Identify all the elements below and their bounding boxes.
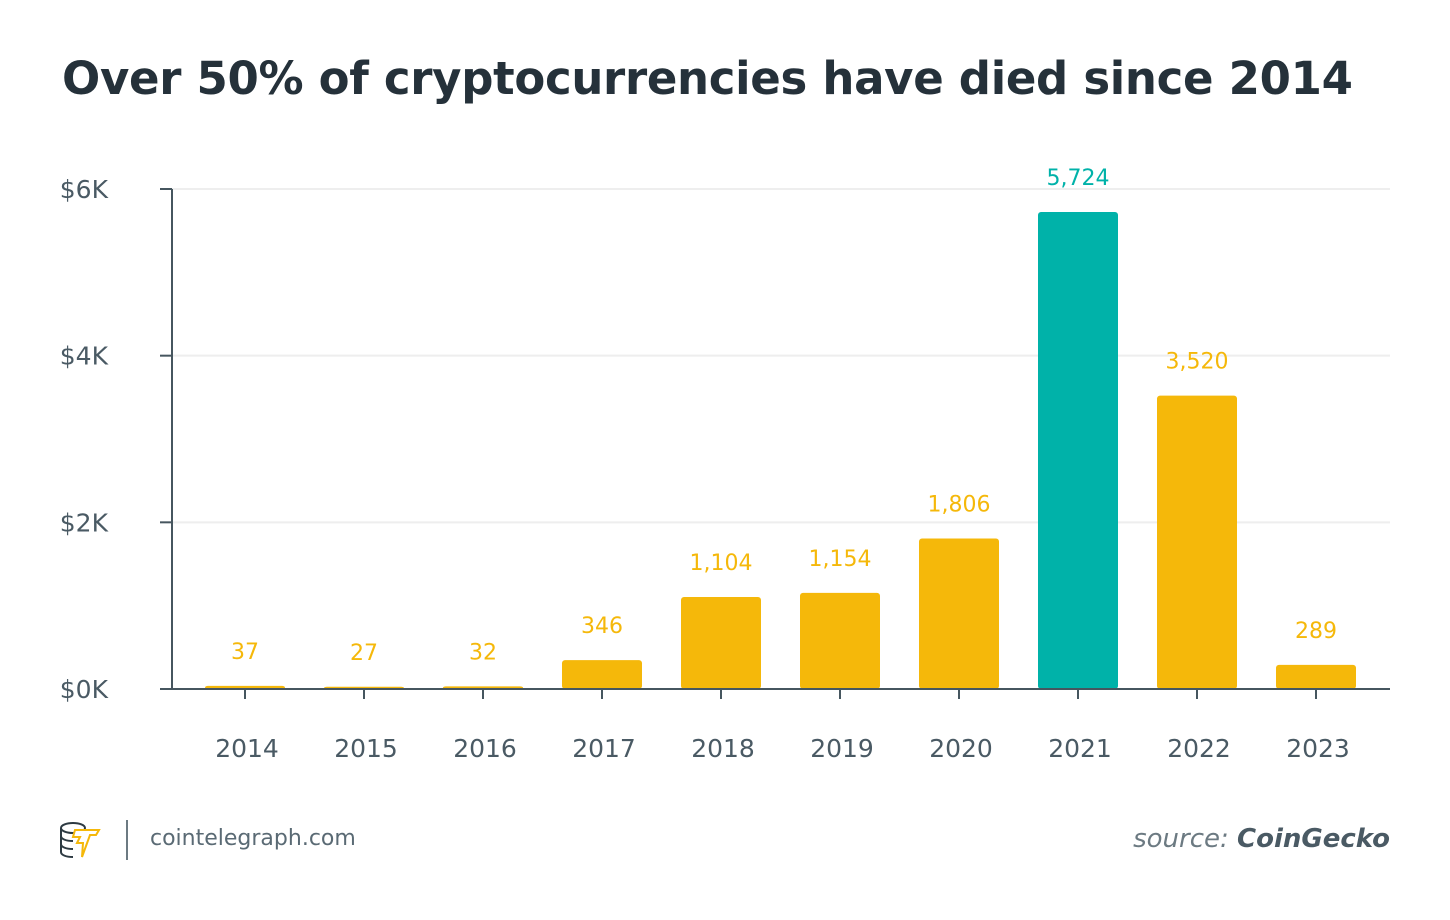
- bar-2020: [919, 538, 999, 689]
- cointelegraph-logo-icon: [60, 822, 101, 858]
- chart-title: Over 50% of cryptocurrencies have died s…: [62, 52, 1353, 105]
- bar-2021: [1038, 212, 1118, 689]
- source-credit: source: CoinGecko: [1133, 824, 1390, 854]
- bar-2018: [681, 597, 761, 689]
- data-label: 1,154: [809, 547, 872, 572]
- data-label: 289: [1295, 619, 1337, 644]
- bar-2023: [1276, 664, 1356, 689]
- data-label: 346: [581, 614, 623, 639]
- data-label: 1,104: [690, 551, 753, 576]
- x-tick-label: 2022: [1167, 734, 1231, 763]
- data-label: 37: [231, 640, 259, 665]
- x-tick-label: 2016: [453, 734, 517, 763]
- source-name: CoinGecko: [1237, 824, 1390, 854]
- x-tick-label: 2020: [929, 734, 993, 763]
- site-name: cointelegraph.com: [150, 826, 356, 851]
- data-label: 32: [469, 640, 497, 665]
- divider: [126, 820, 128, 860]
- x-tick-label: 2017: [572, 734, 636, 763]
- x-tick-label: 2014: [215, 734, 279, 763]
- data-label: 1,806: [928, 493, 991, 518]
- y-tick-label: $6K: [60, 175, 109, 204]
- x-tick-label: 2019: [810, 734, 874, 763]
- x-tick-label: 2021: [1048, 734, 1112, 763]
- bar-2019: [800, 592, 880, 689]
- x-tick-label: 2023: [1286, 734, 1350, 763]
- y-tick-label: $2K: [60, 508, 109, 537]
- data-label: 27: [350, 641, 378, 666]
- y-tick-label: $0K: [60, 675, 109, 704]
- data-label: 5,724: [1047, 166, 1110, 191]
- x-tick-label: 2018: [691, 734, 755, 763]
- source-prefix: source:: [1133, 824, 1229, 854]
- data-label: 3,520: [1166, 350, 1229, 375]
- bar-2022: [1157, 395, 1237, 689]
- bar-2017: [562, 660, 642, 689]
- x-tick-label: 2015: [334, 734, 398, 763]
- y-tick-label: $4K: [60, 342, 109, 371]
